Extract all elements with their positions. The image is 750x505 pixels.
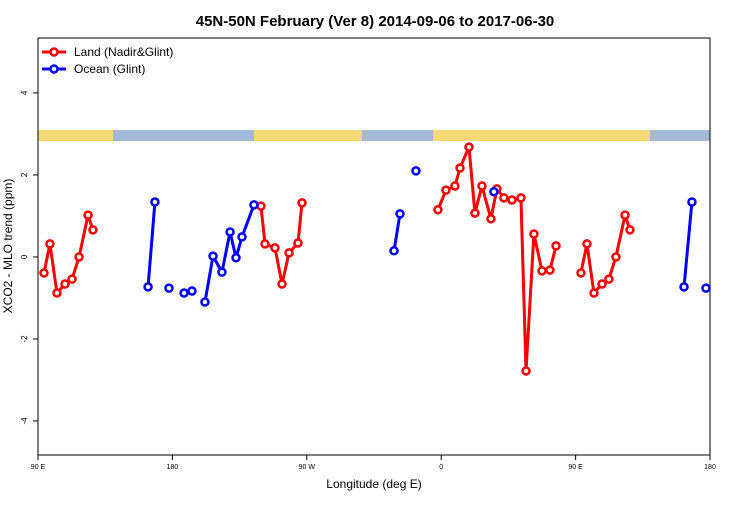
data-point — [611, 252, 621, 262]
ocean-band — [113, 130, 254, 141]
data-point — [143, 282, 153, 292]
x-axis-label: Longitude (deg E) — [326, 477, 421, 491]
data-point — [701, 283, 711, 293]
data-point — [52, 288, 62, 298]
data-point — [441, 185, 451, 195]
data-point — [249, 200, 259, 210]
data-point — [270, 243, 280, 253]
data-point — [464, 142, 474, 152]
x-tick-label: 0 — [439, 464, 443, 471]
data-point — [470, 208, 480, 218]
data-point — [225, 227, 235, 237]
data-point — [293, 238, 303, 248]
data-point — [277, 279, 287, 289]
y-axis-label: XCO2 - MLO trend (ppm) — [1, 179, 15, 314]
data-point — [551, 241, 561, 251]
data-point — [477, 181, 487, 191]
y-tick-label: 2 — [20, 172, 29, 177]
data-point — [433, 205, 443, 215]
data-point — [284, 248, 294, 258]
plot-frame — [37, 37, 711, 456]
y-tick-label: 0 — [20, 254, 29, 259]
data-point — [260, 239, 270, 249]
x-tick-label: 180 — [167, 464, 179, 471]
data-point — [297, 198, 307, 208]
ocean-band — [650, 130, 710, 141]
data-point — [200, 297, 210, 307]
legend-label: Land (Nadir&Glint) — [74, 45, 173, 59]
map-strip — [38, 130, 710, 141]
data-point — [679, 282, 689, 292]
data-point — [604, 274, 614, 284]
data-point — [74, 252, 84, 262]
data-point — [486, 214, 496, 224]
data-point — [687, 197, 697, 207]
data-point — [164, 283, 174, 293]
x-tick-label: 180 — [704, 464, 716, 471]
data-point — [625, 225, 635, 235]
data-point — [489, 187, 499, 197]
data-point — [589, 288, 599, 298]
ocean-band — [362, 130, 433, 141]
data-point — [67, 274, 77, 284]
data-point — [187, 286, 197, 296]
x-tick-label: 90 E — [31, 464, 46, 471]
data-point — [521, 366, 531, 376]
data-point — [455, 163, 465, 173]
data-point — [545, 265, 555, 275]
data-point — [88, 225, 98, 235]
data-point — [395, 209, 405, 219]
data-point — [620, 210, 630, 220]
data-point — [83, 210, 93, 220]
x-tick-label: 90 E — [568, 464, 583, 471]
x-tick-label: 90 W — [299, 464, 316, 471]
data-point — [45, 239, 55, 249]
data-point — [499, 193, 509, 203]
y-tick-label: -2 — [20, 335, 29, 343]
data-point — [529, 229, 539, 239]
data-point — [217, 267, 227, 277]
data-point — [582, 239, 592, 249]
chart-title: 45N-50N February (Ver 8) 2014-09-06 to 2… — [196, 13, 555, 30]
data-point — [150, 197, 160, 207]
data-point — [597, 279, 607, 289]
data-point — [450, 181, 460, 191]
data-point — [537, 266, 547, 276]
data-point — [516, 193, 526, 203]
data-point — [60, 279, 70, 289]
legend: Land (Nadir&Glint) Ocean (Glint) — [42, 45, 173, 76]
y-tick-label: 4 — [20, 90, 29, 95]
data-point — [576, 268, 586, 278]
y-tick-label: -4 — [20, 417, 29, 425]
data-point — [39, 268, 49, 278]
data-point — [389, 246, 399, 256]
legend-label: Ocean (Glint) — [74, 62, 145, 76]
data-point — [231, 253, 241, 263]
data-point — [208, 251, 218, 261]
data-point — [507, 195, 517, 205]
data-point — [237, 232, 247, 242]
data-point — [179, 288, 189, 298]
data-point — [411, 166, 421, 176]
legend-marker — [49, 47, 59, 57]
legend-marker — [49, 64, 59, 74]
